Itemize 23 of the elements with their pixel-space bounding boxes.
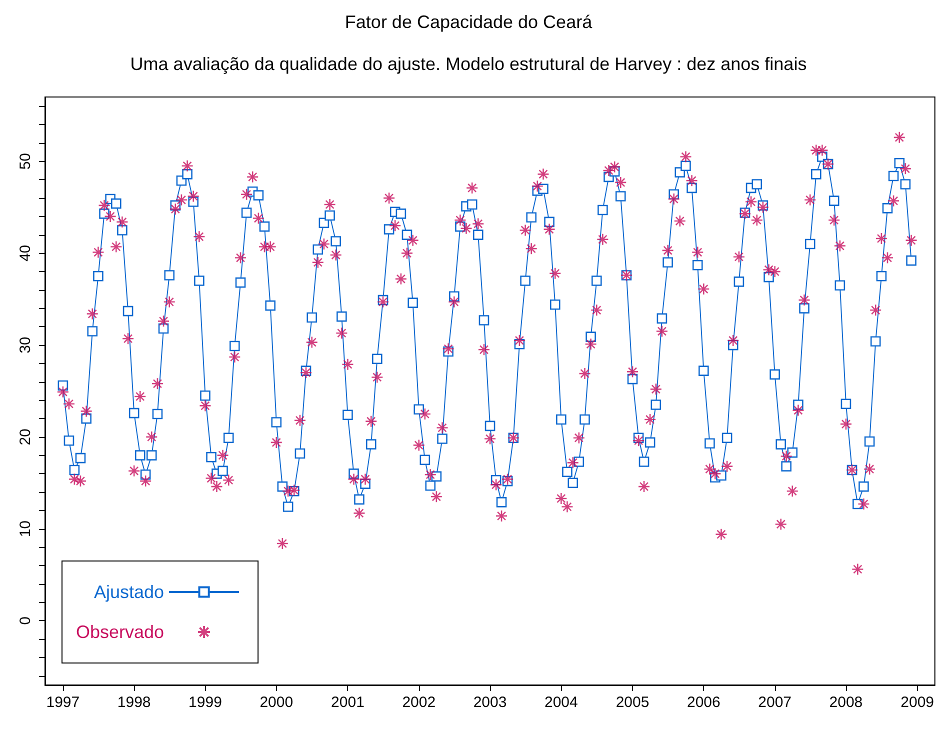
chart-title: Fator de Capacidade do Ceará — [344, 12, 594, 32]
y-tick-label: 20 — [17, 428, 34, 446]
x-tick-label: 2001 — [331, 694, 364, 711]
x-tick-label: 2005 — [616, 694, 650, 711]
x-tick-label: 2003 — [473, 694, 507, 711]
chart-subtitle: Uma avaliação da qualidade do ajuste. Modelo estrutural de Harvey : dez anos finais — [130, 54, 807, 74]
y-tick-label: 30 — [17, 336, 34, 354]
y-tick-label: 0 — [17, 616, 34, 625]
y-tick-label: 10 — [17, 520, 34, 538]
x-tick-label: 2008 — [829, 694, 863, 711]
x-tick-label: 2004 — [544, 694, 578, 711]
x-tick-label: 1998 — [117, 694, 151, 711]
x-tick-label: 2007 — [758, 694, 792, 711]
y-tick-label: 40 — [17, 244, 34, 262]
legend-label: Observado — [76, 622, 164, 642]
x-tick-label: 2000 — [260, 694, 294, 711]
x-tick-label: 2006 — [686, 694, 720, 711]
x-tick-label: 1997 — [46, 694, 80, 711]
x-tick-label: 2009 — [900, 694, 934, 711]
y-tick-label: 50 — [17, 152, 34, 170]
x-tick-label: 1999 — [188, 694, 222, 711]
x-tick-label: 2002 — [402, 694, 436, 711]
legend-label: Ajustado — [94, 582, 164, 602]
